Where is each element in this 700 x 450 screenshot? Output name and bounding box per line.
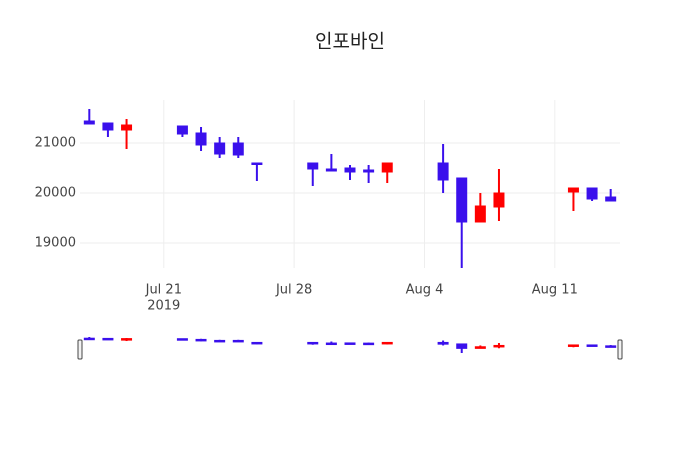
- y-tick-label: 21000: [35, 136, 76, 151]
- range-handle[interactable]: [617, 339, 623, 360]
- candle-body: [232, 142, 244, 156]
- y-tick-label: 19000: [35, 236, 76, 251]
- slider-candle-body: [307, 341, 319, 345]
- slider-candle-body: [83, 337, 95, 341]
- candle-body: [214, 142, 226, 155]
- candle-body: [176, 125, 188, 135]
- candle-body: [325, 168, 337, 172]
- candle-body: [251, 162, 263, 165]
- slider-candle-body: [474, 346, 486, 349]
- slider-candle-body: [437, 341, 449, 345]
- slider-candle-body: [456, 343, 468, 349]
- candle-body: [195, 132, 207, 146]
- candle-body: [363, 169, 375, 173]
- slider-candle-body: [232, 339, 244, 343]
- slider-candle-body: [176, 338, 188, 341]
- slider-candle-body: [251, 341, 263, 345]
- candle-body: [456, 177, 468, 223]
- candle-body: [474, 205, 486, 223]
- x-tick-label: Jul 28: [275, 283, 312, 298]
- range-slider: [80, 325, 620, 365]
- slider-candle-body: [567, 344, 579, 347]
- candle-body: [102, 122, 114, 131]
- range-handle[interactable]: [77, 339, 83, 360]
- candle-body: [381, 162, 393, 173]
- candle-body: [344, 167, 356, 173]
- slider-candle-body: [381, 341, 393, 345]
- slider-candle-body: [102, 337, 114, 341]
- x-year-label: 2019: [147, 299, 180, 314]
- x-tick-label: Jul 21: [145, 283, 182, 298]
- slider-candle-body: [586, 344, 598, 347]
- candle-body: [605, 196, 617, 202]
- slider-candle-body: [363, 342, 375, 346]
- slider-candle-body: [605, 345, 617, 348]
- chart-title: 인포바인: [315, 31, 385, 53]
- candle-body: [121, 124, 133, 131]
- candle-body: [437, 162, 449, 181]
- x-tick-label: Aug 11: [532, 283, 578, 298]
- candle-body: [83, 120, 95, 125]
- candle-body: [586, 187, 598, 200]
- slider-candle-body: [214, 339, 226, 343]
- slider-candle-body: [344, 342, 356, 345]
- y-tick-label: 20000: [35, 186, 76, 201]
- slider-candle-body: [195, 338, 207, 342]
- candle-body: [493, 192, 505, 208]
- slider-candle-body: [121, 338, 133, 341]
- candle-body: [307, 162, 319, 170]
- slider-candle-body: [493, 344, 505, 348]
- x-tick-label: Aug 4: [406, 283, 444, 298]
- slider-candle-body: [325, 342, 337, 346]
- candle-body: [567, 187, 579, 193]
